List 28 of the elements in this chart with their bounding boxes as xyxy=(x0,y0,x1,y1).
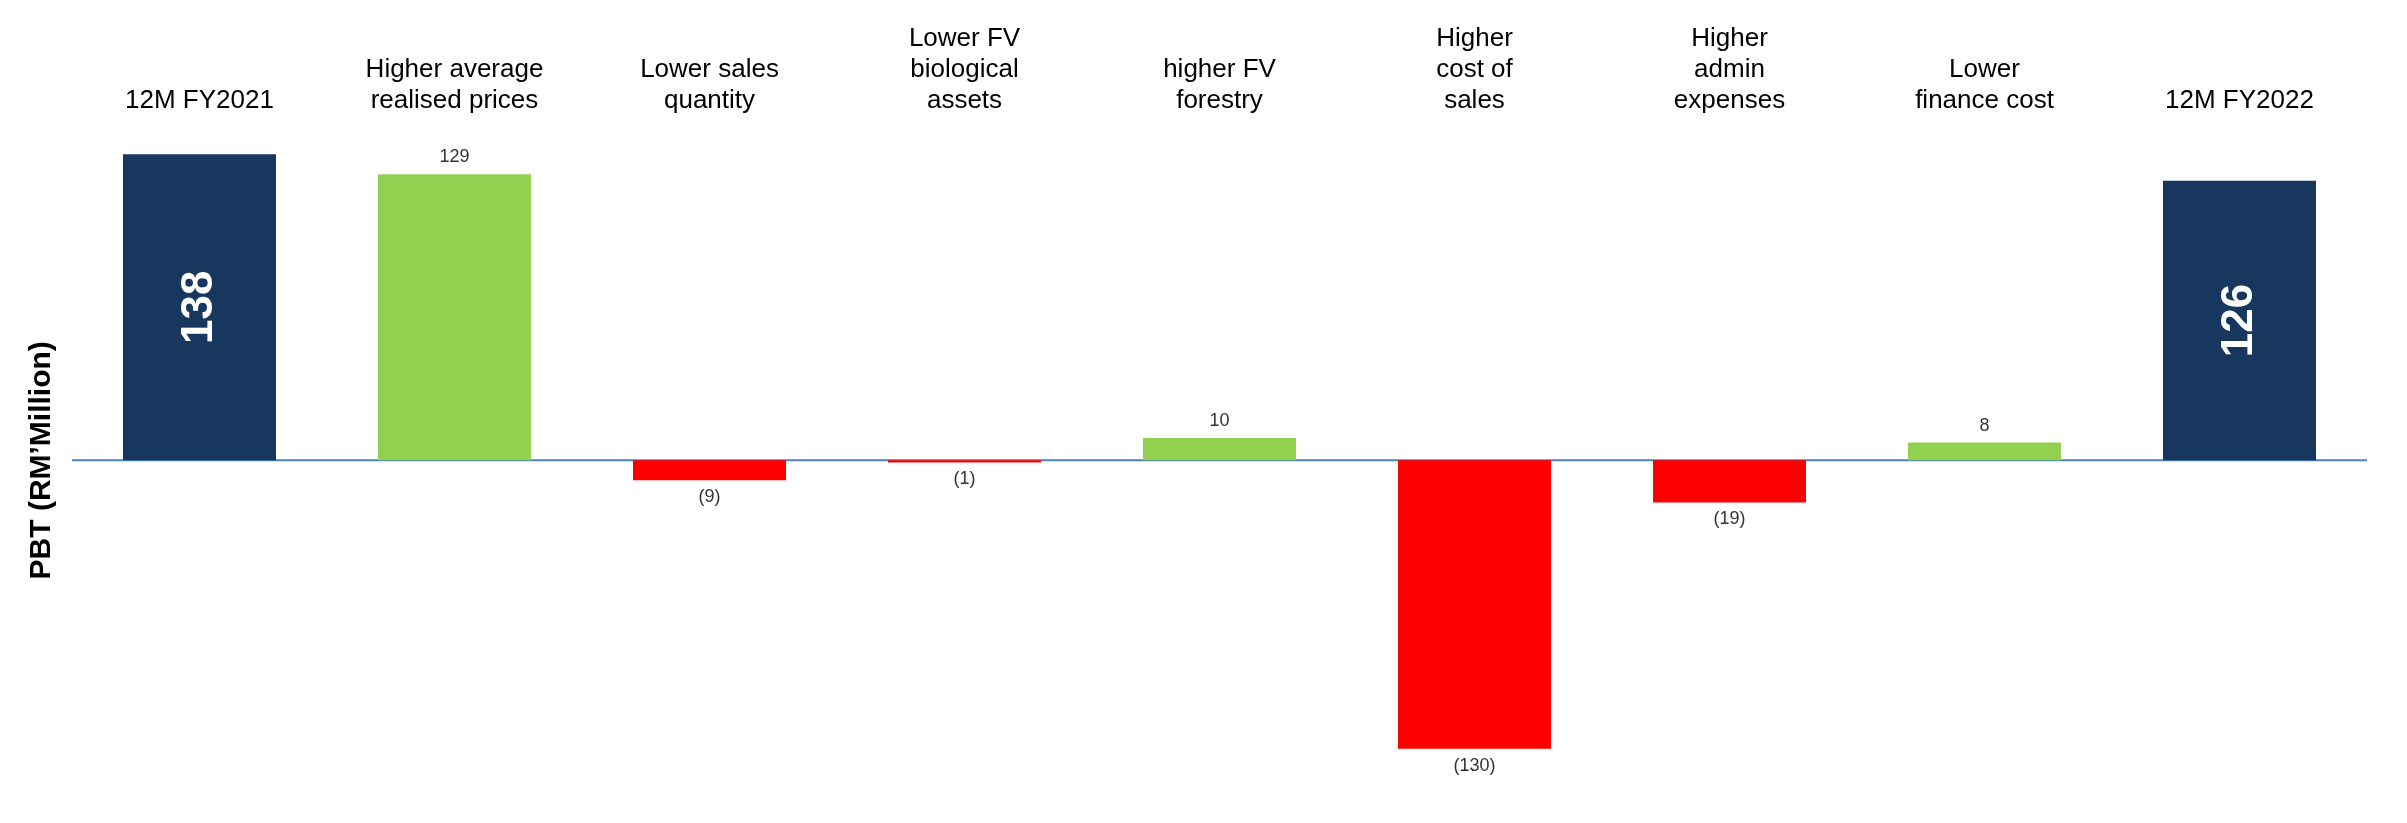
bar xyxy=(1653,460,1806,503)
data-label: 126 xyxy=(2211,283,2261,358)
data-label: 138 xyxy=(171,270,221,344)
bar xyxy=(1908,442,2061,461)
x-tick-label: Higher admin expenses xyxy=(1673,21,1786,115)
bar xyxy=(378,174,531,461)
bar xyxy=(633,460,786,481)
data-label: 8 xyxy=(1979,414,1990,435)
data-label: (1) xyxy=(953,468,976,489)
bar xyxy=(1398,460,1551,749)
x-tick-label: Higher cost of sales xyxy=(1436,21,1514,115)
x-tick-label: Higher average realised prices xyxy=(365,52,544,115)
x-tick-label: Lower finance cost xyxy=(1915,52,2055,115)
bar xyxy=(123,154,276,461)
x-tick-label: Lower FV biological assets xyxy=(908,21,1021,115)
data-label: 129 xyxy=(439,146,470,167)
x-tick-label: 12M FY2021 xyxy=(125,84,274,115)
bar xyxy=(1143,438,1296,461)
bar xyxy=(888,460,1041,463)
x-tick-label: higher FV forestry xyxy=(1163,52,1277,115)
x-tick-label: 12M FY2022 xyxy=(2165,84,2314,115)
data-label: (19) xyxy=(1713,508,1746,529)
x-tick-label: Lower sales quantity xyxy=(640,52,779,115)
y-axis-title: PBT (RM’Million) xyxy=(23,341,57,580)
data-label: (9) xyxy=(698,486,721,507)
bar xyxy=(2163,180,2316,461)
data-label: (130) xyxy=(1453,754,1496,775)
data-label: 10 xyxy=(1209,410,1230,431)
